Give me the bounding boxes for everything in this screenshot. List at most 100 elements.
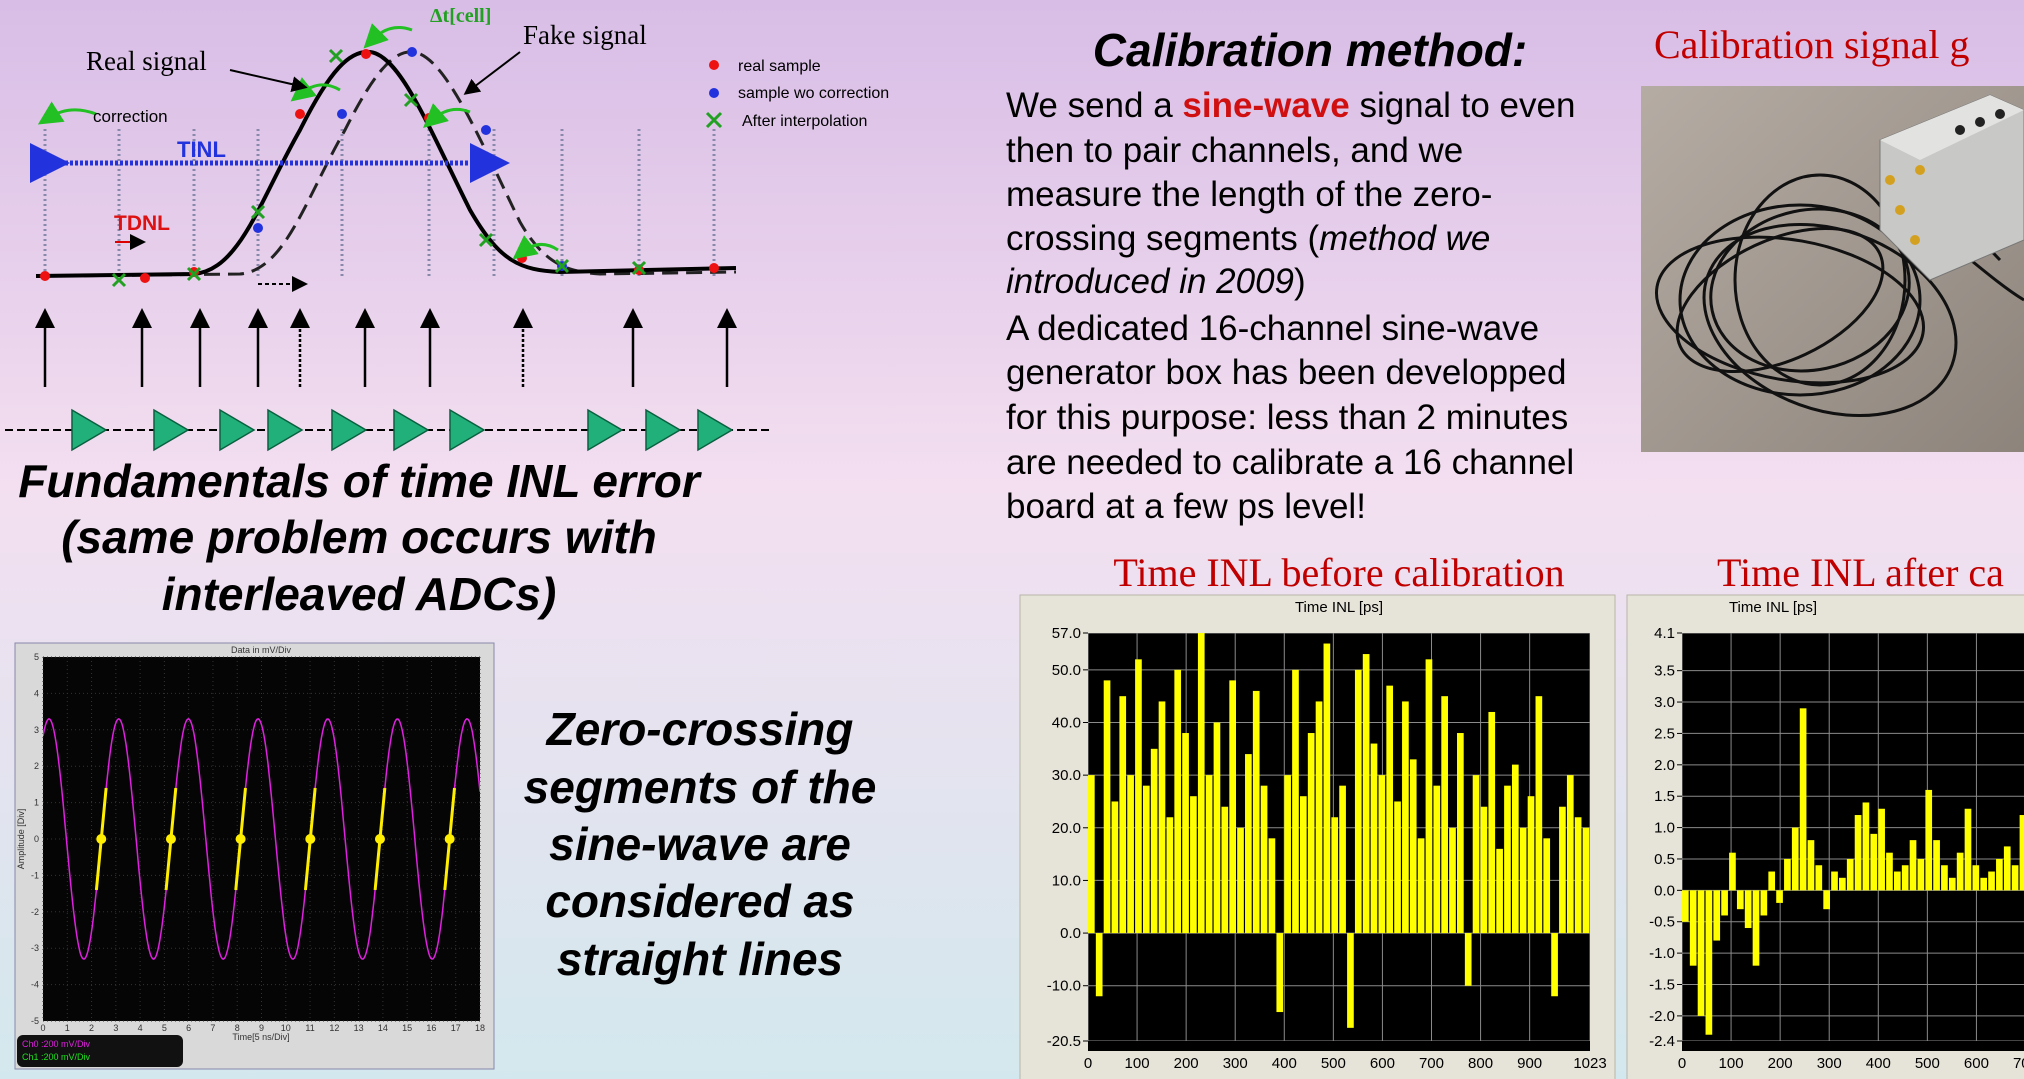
y-tick-label: 3.5 [1654,663,1675,680]
bar [1815,865,1823,891]
y-tick-label: 1.5 [1654,788,1675,805]
text: We send a [1006,86,1182,125]
zero-crossing-point [235,834,246,844]
x-tick-label: 0 [1084,1055,1092,1072]
scope-y-tick: 1 [34,798,39,808]
scope-x-tick: 6 [186,1023,191,1033]
scope-x-tick: 4 [138,1023,143,1033]
bar [1886,852,1893,891]
bar [1135,659,1142,934]
scope-y-tick: 3 [34,725,39,735]
caption-line: segments of the [524,761,877,813]
label-tdnl: TDNL [114,212,170,235]
bar [1878,808,1885,891]
bar [1721,890,1728,916]
text: then to pair channels, and we [1006,131,1463,170]
scope-y-label: Amplitude [Div] [16,809,26,870]
x-tick-label: 200 [1768,1055,1793,1072]
text: generator box has been developped [1006,353,1566,392]
bar [1574,817,1582,934]
zero-crossing-point [305,834,316,844]
bar [1315,701,1323,934]
bar [1417,838,1425,934]
x-tick-label: 1023 [1573,1055,1606,1072]
bar [1354,669,1362,934]
bar [1784,858,1791,891]
bar [1519,827,1527,934]
y-tick-label: 20.0 [1052,820,1081,837]
bar [1449,827,1456,934]
delay-cells [71,408,734,452]
zero-crossing-point [444,834,455,844]
panel-title: Time INL [ps] [1295,599,1383,616]
bar [1323,643,1331,934]
y-tick-label: 40.0 [1052,714,1081,731]
scope-x-tick: 0 [40,1023,45,1033]
bar [1697,890,1705,1016]
bar [1682,890,1689,922]
bar [1119,696,1127,934]
y-tick-label: 1.0 [1654,820,1675,837]
label-correction: correction [93,107,168,126]
scope-y-tick: 5 [34,652,39,662]
scope-y-tick: 0 [34,834,39,844]
highlight: sine-wave [1182,86,1349,125]
para-line: generator box has been developped [1006,353,1566,392]
plot-area [1682,633,2024,1051]
bar [1551,933,1558,997]
scope-x-tick: 18 [475,1023,485,1033]
generator-photo [1641,86,2024,452]
label-tinl: TINL [177,137,226,162]
para-line: measure the length of the zero- [1006,175,1492,214]
scope-x-tick: 14 [378,1023,388,1033]
zero-crossing-point [374,834,385,844]
chart-title: Time INL before calibration [1113,550,1564,595]
bar [1933,840,1940,891]
y-tick-label: -2.0 [1649,1008,1675,1025]
bar [1260,785,1268,934]
bar [1988,871,1995,891]
para-line: We send a sine-wave signal to even [1006,86,1575,125]
bar [1433,785,1441,934]
bar [1909,840,1917,891]
scope-y-tick: 4 [34,688,39,698]
pointer [463,51,521,95]
x-tick-label: 100 [1719,1055,1744,1072]
text: signal to even [1350,86,1576,125]
bar [2003,846,2011,891]
scope-title: Data in mV/Div [231,645,292,655]
y-tick-label: 50.0 [1052,662,1081,679]
text: crossing segments ( [1006,219,1320,258]
interpolated-samples [111,48,647,288]
text: are needed to calibrate a 16 channel [1006,443,1574,482]
scope-x-tick: 2 [89,1023,94,1033]
y-tick-label: -2.4 [1649,1033,1675,1050]
pointer [229,69,308,93]
legend-dot [709,88,719,98]
bar [1088,775,1095,934]
scope-channel: Ch1 :200 mV/Div [22,1052,91,1062]
bar [1705,890,1713,1035]
bar [1103,680,1111,934]
scope-y-tick: -3 [31,943,39,953]
bar [1504,785,1511,934]
bar [1142,785,1150,934]
bar [1245,754,1252,934]
bar [1205,775,1213,934]
y-tick-label: 3.0 [1654,694,1675,711]
bar [1386,685,1394,934]
correction-arrows [37,23,559,260]
bar [1268,838,1276,934]
bar [1511,764,1519,934]
bar [1964,808,1972,891]
plot [1682,633,2024,1041]
scope-x-tick: 15 [402,1023,412,1033]
bar [1846,858,1854,891]
caption-line: Fundamentals of time INL error [18,455,702,507]
text: ) [1294,262,1306,301]
bar [1166,817,1174,934]
bar [1496,848,1503,934]
scope-y-tick: -4 [31,980,39,990]
bar [2019,815,2024,891]
bar [1535,696,1543,934]
